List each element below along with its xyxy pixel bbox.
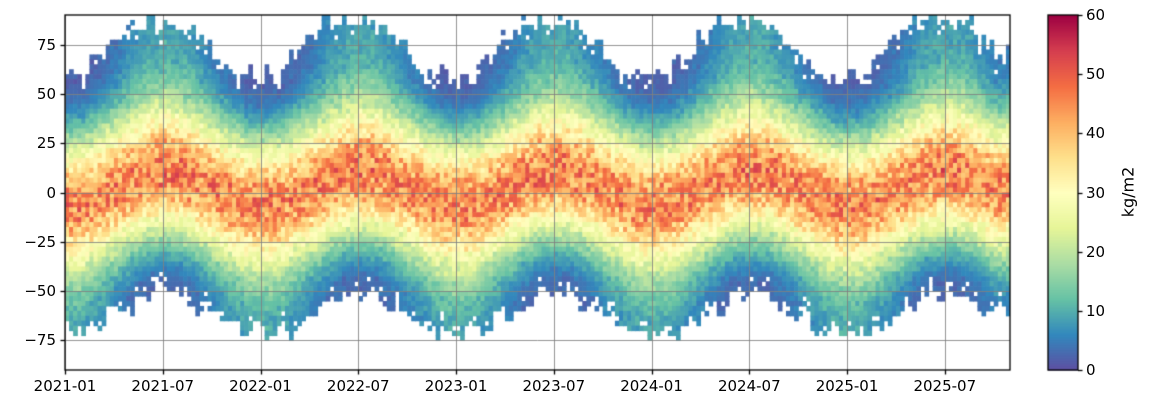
x-tick-label: 2021-01: [33, 377, 97, 395]
y-tick-label: 25: [36, 134, 56, 153]
x-tick-label: 2022-01: [229, 377, 292, 395]
colorbar-tick-label: 40: [1086, 124, 1106, 143]
colorbar-tick-label: 50: [1086, 65, 1106, 84]
y-tick-label: 0: [46, 183, 56, 202]
colorbar-tick-label: 60: [1086, 6, 1106, 24]
x-tick-label: 2025-07: [913, 377, 977, 395]
y-tick-label: 50: [36, 84, 56, 103]
x-tick-label: 2021-07: [131, 377, 195, 395]
x-tick-label: 2024-01: [620, 377, 683, 395]
colorbar-tick-label: 10: [1086, 301, 1106, 320]
colorbar-label: kg/m2: [1118, 166, 1138, 218]
y-tick-label: −25: [24, 232, 56, 251]
x-tick-label: 2023-07: [522, 377, 586, 395]
colorbar-tick-label: 0: [1086, 361, 1096, 379]
y-tick-label: −50: [24, 282, 56, 301]
colorbar-tick-label: 20: [1086, 242, 1106, 261]
y-tick-label: 75: [36, 35, 56, 54]
colorbar-tick-label: 30: [1086, 183, 1106, 202]
x-tick-label: 2024-07: [717, 377, 781, 395]
y-tick-label: −75: [24, 331, 56, 350]
x-tick-label: 2023-01: [424, 377, 488, 395]
x-tick-label: 2022-07: [326, 377, 390, 395]
x-tick-label: 2025-01: [815, 377, 879, 395]
